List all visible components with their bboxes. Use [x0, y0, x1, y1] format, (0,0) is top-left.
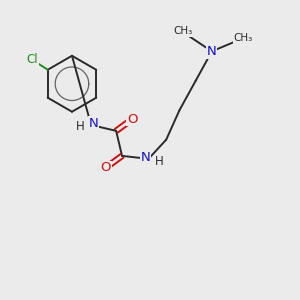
Text: N: N [207, 45, 217, 58]
Text: N: N [141, 151, 151, 164]
Text: H: H [155, 155, 164, 168]
Text: N: N [88, 117, 98, 130]
Text: CH₃: CH₃ [173, 26, 193, 36]
Text: O: O [127, 112, 138, 126]
Text: O: O [100, 161, 111, 174]
Text: H: H [76, 120, 84, 133]
Text: Cl: Cl [27, 53, 38, 66]
Text: CH₃: CH₃ [233, 33, 252, 43]
